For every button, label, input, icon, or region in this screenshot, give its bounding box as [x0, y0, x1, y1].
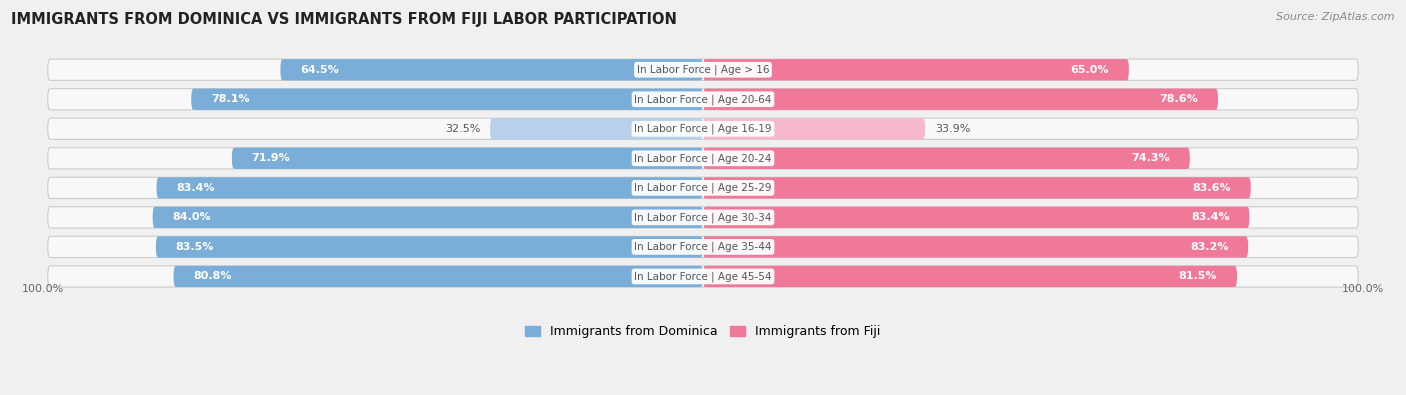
Text: 83.4%: 83.4% — [1191, 213, 1230, 222]
Text: 100.0%: 100.0% — [1343, 284, 1385, 293]
Text: 71.9%: 71.9% — [252, 153, 290, 163]
FancyBboxPatch shape — [48, 177, 1358, 199]
FancyBboxPatch shape — [48, 88, 1358, 110]
Text: 74.3%: 74.3% — [1132, 153, 1170, 163]
FancyBboxPatch shape — [280, 59, 703, 80]
Text: 78.1%: 78.1% — [211, 94, 249, 104]
Legend: Immigrants from Dominica, Immigrants from Fiji: Immigrants from Dominica, Immigrants fro… — [520, 320, 886, 343]
FancyBboxPatch shape — [703, 88, 1218, 110]
FancyBboxPatch shape — [703, 118, 925, 139]
Text: 83.4%: 83.4% — [176, 183, 215, 193]
FancyBboxPatch shape — [703, 266, 1237, 287]
FancyBboxPatch shape — [491, 118, 703, 139]
Text: In Labor Force | Age 35-44: In Labor Force | Age 35-44 — [634, 242, 772, 252]
FancyBboxPatch shape — [703, 59, 1129, 80]
Text: 83.5%: 83.5% — [176, 242, 214, 252]
Text: 32.5%: 32.5% — [444, 124, 481, 134]
FancyBboxPatch shape — [48, 266, 1358, 287]
FancyBboxPatch shape — [703, 148, 1189, 169]
Text: 81.5%: 81.5% — [1178, 271, 1218, 282]
Text: IMMIGRANTS FROM DOMINICA VS IMMIGRANTS FROM FIJI LABOR PARTICIPATION: IMMIGRANTS FROM DOMINICA VS IMMIGRANTS F… — [11, 12, 678, 27]
Text: 83.6%: 83.6% — [1192, 183, 1232, 193]
Text: 83.2%: 83.2% — [1189, 242, 1229, 252]
FancyBboxPatch shape — [48, 207, 1358, 228]
Text: In Labor Force | Age 20-64: In Labor Force | Age 20-64 — [634, 94, 772, 105]
FancyBboxPatch shape — [48, 236, 1358, 258]
Text: In Labor Force | Age 16-19: In Labor Force | Age 16-19 — [634, 124, 772, 134]
Text: 33.9%: 33.9% — [935, 124, 970, 134]
FancyBboxPatch shape — [173, 266, 703, 287]
FancyBboxPatch shape — [703, 207, 1250, 228]
Text: 100.0%: 100.0% — [21, 284, 63, 293]
FancyBboxPatch shape — [153, 207, 703, 228]
Text: In Labor Force | Age 30-34: In Labor Force | Age 30-34 — [634, 212, 772, 223]
Text: 80.8%: 80.8% — [193, 271, 232, 282]
FancyBboxPatch shape — [191, 88, 703, 110]
Text: 78.6%: 78.6% — [1160, 94, 1198, 104]
FancyBboxPatch shape — [156, 236, 703, 258]
FancyBboxPatch shape — [703, 236, 1249, 258]
FancyBboxPatch shape — [48, 148, 1358, 169]
Text: 65.0%: 65.0% — [1071, 65, 1109, 75]
Text: Source: ZipAtlas.com: Source: ZipAtlas.com — [1277, 12, 1395, 22]
Text: In Labor Force | Age 20-24: In Labor Force | Age 20-24 — [634, 153, 772, 164]
Text: In Labor Force | Age > 16: In Labor Force | Age > 16 — [637, 64, 769, 75]
FancyBboxPatch shape — [232, 148, 703, 169]
FancyBboxPatch shape — [703, 177, 1251, 199]
FancyBboxPatch shape — [48, 59, 1358, 80]
Text: In Labor Force | Age 45-54: In Labor Force | Age 45-54 — [634, 271, 772, 282]
FancyBboxPatch shape — [48, 118, 1358, 139]
Text: In Labor Force | Age 25-29: In Labor Force | Age 25-29 — [634, 182, 772, 193]
Text: 64.5%: 64.5% — [299, 65, 339, 75]
FancyBboxPatch shape — [156, 177, 703, 199]
Text: 84.0%: 84.0% — [173, 213, 211, 222]
